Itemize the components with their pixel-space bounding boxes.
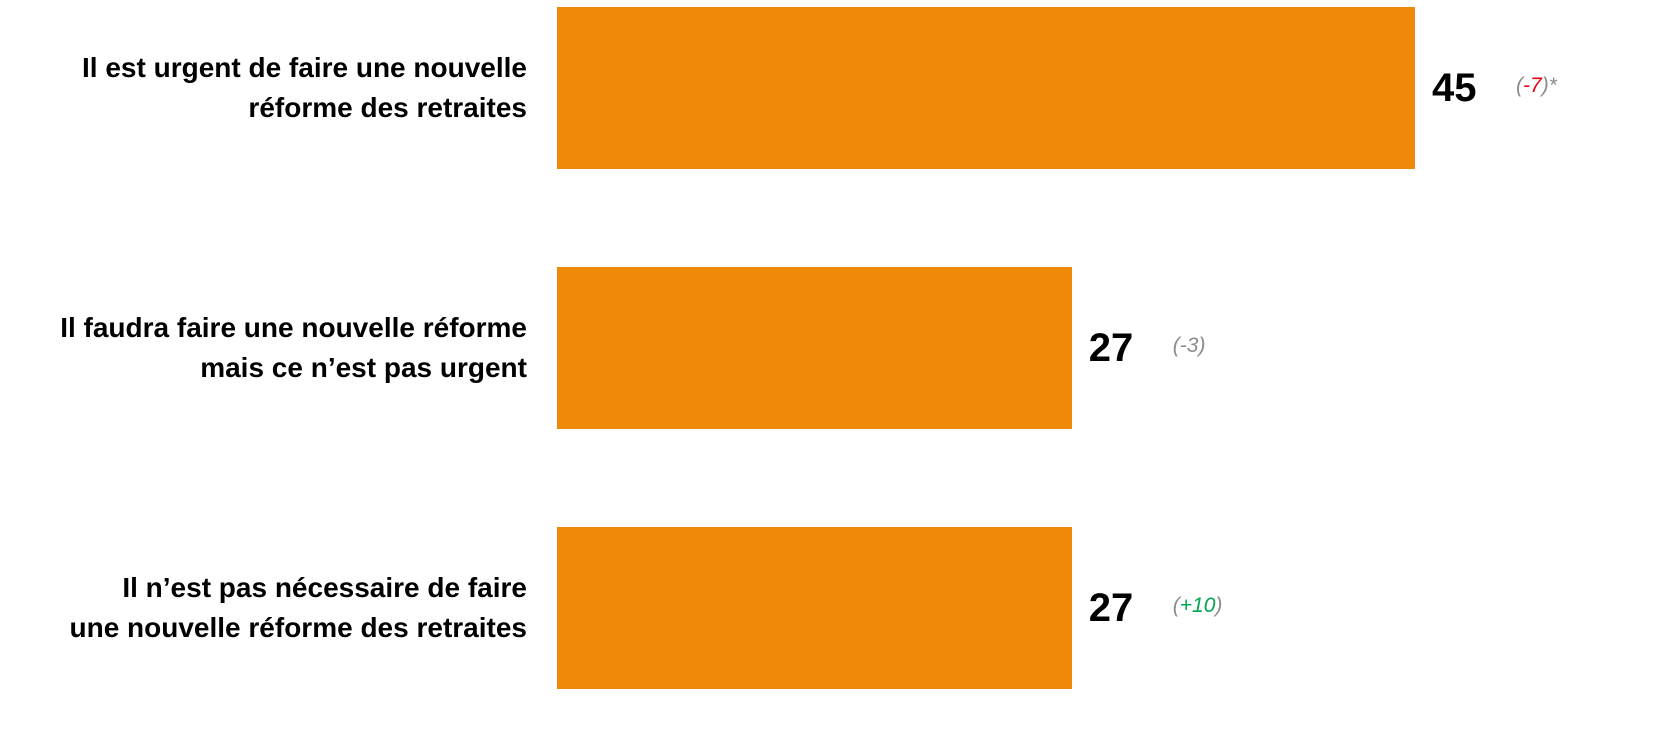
change-label: (-3)	[1173, 334, 1206, 358]
bar	[557, 527, 1072, 689]
value-label: 45	[1432, 66, 1477, 110]
change-label: (-7)*	[1516, 74, 1557, 98]
change-close: )	[1215, 594, 1223, 617]
change-open: (	[1172, 594, 1180, 617]
change-label: (+10)	[1173, 594, 1223, 618]
change-open: (	[1516, 74, 1523, 97]
category-label: Il n’est pas nécessaire de faire une nou…	[69, 572, 527, 643]
change-close: )*	[1541, 74, 1557, 97]
category-label: Il faudra faire une nouvelle réforme mai…	[60, 312, 527, 383]
change-value: +10	[1179, 594, 1216, 617]
change-close: )	[1198, 334, 1206, 357]
change-open: (	[1172, 334, 1180, 357]
change-value: -3	[1179, 334, 1199, 357]
bar	[557, 267, 1072, 429]
value-label: 27	[1088, 326, 1134, 370]
category-label: Il est urgent de faire une nouvelle réfo…	[82, 52, 527, 123]
change-value: -7	[1523, 74, 1542, 97]
bar	[557, 7, 1415, 169]
value-label: 27	[1088, 586, 1134, 630]
